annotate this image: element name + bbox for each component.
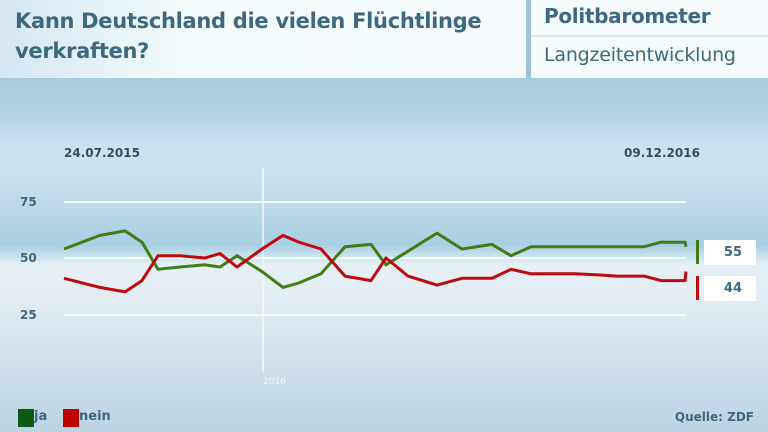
chart-subtitle: Langzeitentwicklung (544, 44, 736, 66)
legend-swatch-nein (63, 409, 79, 427)
ja-marker (696, 240, 699, 264)
legend-label-nein: nein (79, 409, 111, 424)
brand-panel (531, 0, 768, 35)
nein-marker (696, 276, 699, 300)
start-date-label: 24.07.2015 (64, 146, 140, 160)
latest-ja-value: 55 (704, 240, 756, 265)
brand-divider (531, 35, 768, 37)
ytick-50: 50 (20, 251, 37, 265)
header-separator (526, 0, 531, 78)
latest-nein-value: 44 (704, 276, 756, 301)
legend-label-ja: ja (34, 409, 48, 424)
year-marker-label: 2016 (263, 377, 286, 387)
ytick-75: 75 (20, 195, 37, 209)
gridlines (64, 168, 686, 372)
series-line-ja (63, 229, 688, 289)
end-date-label: 09.12.2016 (624, 146, 700, 160)
series-line-nein (63, 233, 688, 294)
ytick-25: 25 (20, 308, 37, 322)
source-label: Quelle: ZDF (674, 410, 754, 424)
chart-title: Kann Deutschland die vielen Flüchtlinge … (15, 9, 482, 63)
title-panel (0, 0, 526, 78)
brand-label: Politbarometer (544, 4, 711, 28)
legend-swatch-ja (18, 409, 34, 427)
subtitle-panel (531, 37, 768, 78)
